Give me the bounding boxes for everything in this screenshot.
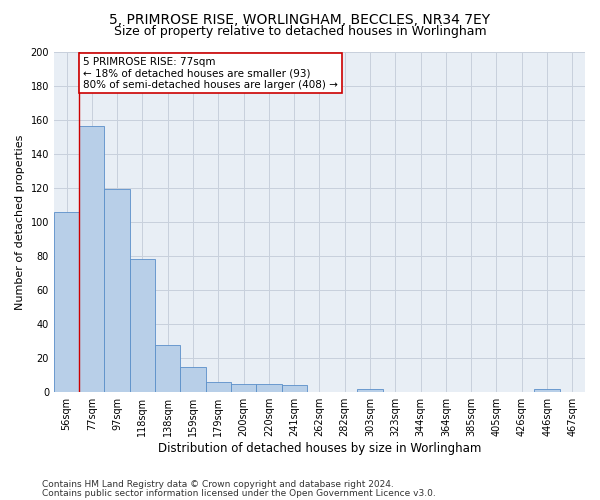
Y-axis label: Number of detached properties: Number of detached properties bbox=[15, 134, 25, 310]
Text: Size of property relative to detached houses in Worlingham: Size of property relative to detached ho… bbox=[113, 25, 487, 38]
Bar bbox=[181, 366, 206, 392]
Bar bbox=[54, 212, 79, 392]
X-axis label: Distribution of detached houses by size in Worlingham: Distribution of detached houses by size … bbox=[158, 442, 481, 455]
Bar bbox=[155, 344, 181, 392]
Bar bbox=[281, 386, 307, 392]
Text: 5 PRIMROSE RISE: 77sqm
← 18% of detached houses are smaller (93)
80% of semi-det: 5 PRIMROSE RISE: 77sqm ← 18% of detached… bbox=[83, 56, 338, 90]
Bar bbox=[104, 190, 130, 392]
Bar bbox=[358, 389, 383, 392]
Text: Contains public sector information licensed under the Open Government Licence v3: Contains public sector information licen… bbox=[42, 488, 436, 498]
Bar bbox=[256, 384, 281, 392]
Bar bbox=[535, 389, 560, 392]
Bar bbox=[231, 384, 256, 392]
Text: Contains HM Land Registry data © Crown copyright and database right 2024.: Contains HM Land Registry data © Crown c… bbox=[42, 480, 394, 489]
Bar bbox=[130, 260, 155, 392]
Text: 5, PRIMROSE RISE, WORLINGHAM, BECCLES, NR34 7EY: 5, PRIMROSE RISE, WORLINGHAM, BECCLES, N… bbox=[109, 12, 491, 26]
Bar bbox=[206, 382, 231, 392]
Bar bbox=[79, 126, 104, 392]
